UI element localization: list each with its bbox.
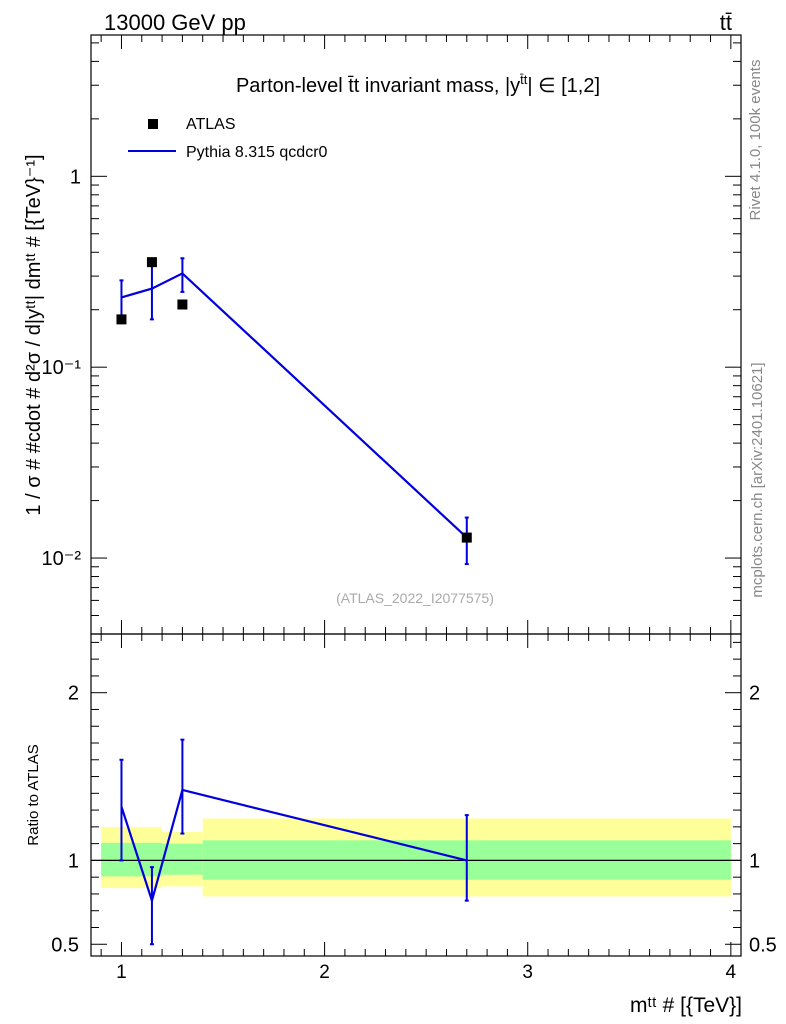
x-tick-label: 3: [522, 962, 533, 983]
mc-series-line: [121, 272, 468, 539]
plot-title: Parton-level t̄t invariant mass, |yt̄t| …: [236, 72, 600, 97]
legend-data-marker: [148, 119, 158, 129]
rivet-label: Rivet 4.1.0, 100k events: [747, 60, 764, 221]
legend: ATLAS Pythia 8.315 qcdcr0: [128, 116, 328, 161]
ratio-mc-line: [120, 788, 468, 905]
main-ytick-label: 1: [70, 166, 81, 188]
ratio-ytick-label-right: 0.5: [749, 934, 777, 956]
ratio-ytick-label-left: 0.5: [51, 934, 79, 956]
uncertainty-band-inner: [141, 842, 163, 877]
atlas-data-point: [116, 314, 127, 325]
uncertainty-band-inner: [162, 843, 203, 875]
mcplots-label: mcplots.cern.ch [arXiv:2401.10621]: [749, 362, 766, 597]
main-ytick-label: 10⁻²: [42, 548, 82, 570]
ratio-ytick-label-right: 1: [749, 850, 760, 872]
ratio-frame: [90, 633, 742, 957]
ratio-y-axis-label: Ratio to ATLAS: [25, 744, 42, 845]
atlas-data-point: [461, 532, 472, 543]
ratio-ytick-label-left: 2: [68, 683, 79, 705]
analysis-watermark: (ATLAS_2022_I2077575): [336, 590, 494, 606]
atlas-data-point: [146, 257, 157, 268]
energy-label: 13000 GeV pp: [104, 10, 246, 35]
x-tick-label: 2: [319, 962, 330, 983]
x-tick-label: 1: [116, 962, 127, 983]
legend-mc-label: Pythia 8.315 qcdcr0: [186, 144, 328, 161]
atlas-data-point: [177, 299, 188, 310]
process-label: tt̄: [720, 10, 732, 35]
ratio-ytick-label-right: 2: [749, 683, 760, 705]
ratio-panel: 0.5 0.5 1 1 2 2 1 2 3 4: [51, 633, 777, 983]
ratio-ytick-label-left: 1: [68, 850, 79, 872]
x-tick-label: 4: [726, 962, 737, 983]
main-y-axis-label: 1 / σ # #cdot # d²σ / d|yᵗᵗ| dmᵗᵗ # [{Te…: [23, 154, 45, 515]
x-axis-label: mᵗᵗ # [{TeV}]: [630, 994, 742, 1017]
legend-data-label: ATLAS: [186, 116, 236, 133]
main-panel: 1 10⁻¹ 10⁻²: [42, 34, 742, 635]
main-ytick-label: 10⁻¹: [42, 357, 82, 379]
